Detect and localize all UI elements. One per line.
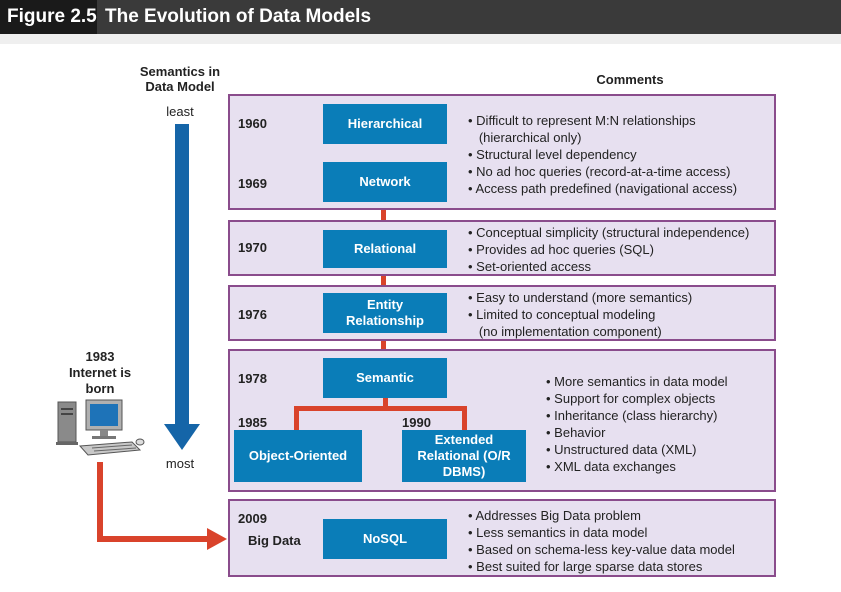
comment-line: • Support for complex objects xyxy=(546,391,716,406)
panel-hierarchical-network: 1960 1969 Hierarchical Network • Difficu… xyxy=(228,94,776,210)
connector-er-semantic xyxy=(381,331,386,358)
year-1969: 1969 xyxy=(238,176,267,191)
semantics-title: Semantics in Data Model xyxy=(139,64,221,94)
connector-branch-left xyxy=(294,406,299,430)
computer-icon xyxy=(56,399,145,456)
internet-connector-horizontal xyxy=(97,536,209,542)
semantics-least-label: least xyxy=(166,104,194,119)
year-1990: 1990 xyxy=(402,415,431,430)
internet-connector-arrowhead xyxy=(207,528,227,550)
comment-line: • Difficult to represent M:N relationshi… xyxy=(468,113,696,128)
internet-connector-vertical xyxy=(97,462,103,542)
connector-network-relational xyxy=(381,200,386,230)
comment-line: • Addresses Big Data problem xyxy=(468,508,641,523)
comment-line: • Unstructured data (XML) xyxy=(546,442,697,457)
connector-semantic-stem xyxy=(383,398,388,408)
model-box-entity-relationship: Entity Relationship xyxy=(323,293,447,333)
year-1970: 1970 xyxy=(238,240,267,255)
year-2009: 2009 xyxy=(238,511,267,526)
big-data-label: Big Data xyxy=(248,533,301,548)
comment-line: • Best suited for large sparse data stor… xyxy=(468,559,703,574)
comment-line: • Access path predefined (navigational a… xyxy=(468,181,738,196)
model-box-nosql: NoSQL xyxy=(323,519,447,559)
comment-line: • Behavior xyxy=(546,425,606,440)
comment-line: • Structural level dependency xyxy=(468,147,637,162)
panel-relational: 1970 Relational • Conceptual simplicity … xyxy=(228,220,776,276)
comment-line: • No ad hoc queries (record-at-a-time ac… xyxy=(468,164,731,179)
year-1985: 1985 xyxy=(238,415,267,430)
comment-line: (no implementation component) xyxy=(468,324,662,339)
connector-semantic-branch xyxy=(294,406,467,411)
comment-line: • Set-oriented access xyxy=(468,259,592,274)
internet-born-label: 1983 Internet is born xyxy=(40,349,160,397)
comment-line: • Based on schema-less key-value data mo… xyxy=(468,542,735,557)
figure-title: The Evolution of Data Models xyxy=(105,6,372,27)
comment-line: • Provides ad hoc queries (SQL) xyxy=(468,242,654,257)
comment-line: • Easy to understand (more semantics) xyxy=(468,290,693,305)
header-shadow xyxy=(0,34,841,44)
comment-line: • Limited to conceptual modeling xyxy=(468,307,656,322)
panel-semantic: 1978 1985 1990 Semantic Object-Oriented … xyxy=(228,349,776,492)
year-1976: 1976 xyxy=(238,307,267,322)
model-box-object-oriented: Object-Oriented xyxy=(234,430,362,482)
comments-header: Comments xyxy=(596,72,664,87)
figure-number: Figure 2.5 xyxy=(0,0,97,34)
year-1978: 1978 xyxy=(238,371,267,386)
panel-nosql: 2009 Big Data NoSQL • Addresses Big Data… xyxy=(228,499,776,577)
model-box-extended-relational: Extended Relational (O/R DBMS) xyxy=(402,430,526,482)
comment-line: • Less semantics in data model xyxy=(468,525,648,540)
comment-line: (hierarchical only) xyxy=(468,130,582,145)
internet-year: 1983 xyxy=(85,349,115,364)
comment-line: • More semantics in data model xyxy=(546,374,728,389)
year-1960: 1960 xyxy=(238,116,267,131)
comment-line: • XML data exchanges xyxy=(546,459,676,474)
semantics-most-label: most xyxy=(165,456,195,471)
connector-relational-er xyxy=(381,268,386,294)
model-box-hierarchical: Hierarchical xyxy=(323,104,447,144)
semantics-arrow-head xyxy=(164,424,200,450)
comment-line: • Conceptual simplicity (structural inde… xyxy=(468,225,750,240)
connector-branch-right xyxy=(462,406,467,430)
figure-header: Figure 2.5 The Evolution of Data Models xyxy=(0,0,841,34)
semantics-arrow-shaft xyxy=(175,124,189,424)
model-box-network: Network xyxy=(323,162,447,202)
panel-entity-relationship: 1976 Entity Relationship • Easy to under… xyxy=(228,285,776,341)
comment-line: • Inheritance (class hierarchy) xyxy=(546,408,718,423)
internet-text: Internet is born xyxy=(68,365,132,396)
model-box-relational: Relational xyxy=(323,230,447,268)
model-box-semantic: Semantic xyxy=(323,358,447,398)
